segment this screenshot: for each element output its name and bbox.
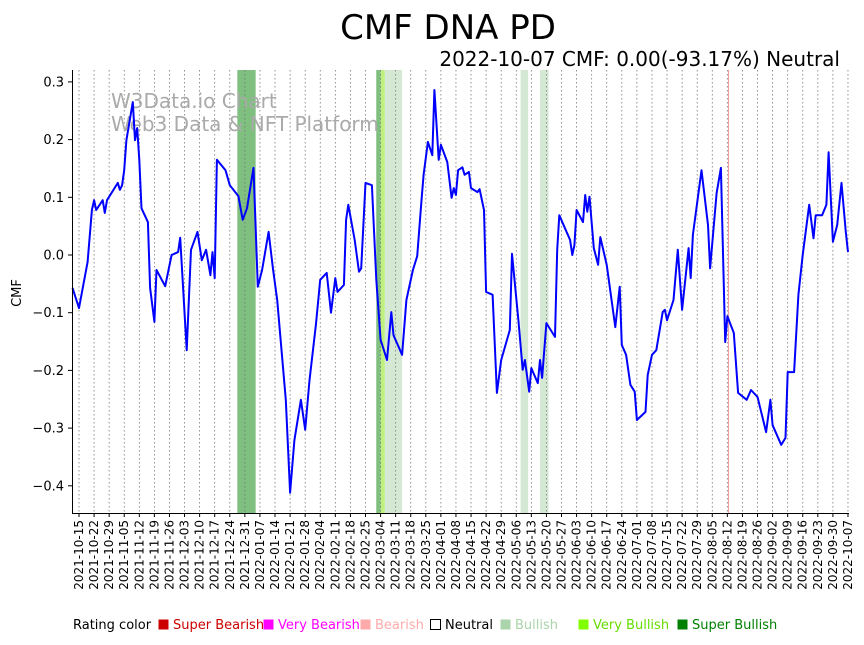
x-tick-label: 2022-01-21 <box>283 520 297 590</box>
x-tick-label: 2022-01-07 <box>253 520 267 590</box>
rating-band-bullish <box>520 70 529 513</box>
legend-label-very-bullish: Very Bullish <box>593 618 669 633</box>
x-tick-label: 2022-02-11 <box>328 520 342 590</box>
rating-band-bullish <box>539 70 549 513</box>
chart-subtitle: 2022-10-07 CMF: 0.00(-93.17%) Neutral <box>439 47 840 71</box>
x-tick-label: 2022-08-12 <box>720 520 734 590</box>
x-tick-label: 2021-11-05 <box>117 520 131 590</box>
legend-label-bearish: Bearish <box>375 618 424 633</box>
x-tick-label: 2022-01-28 <box>298 520 312 590</box>
x-tick-label: 2022-09-30 <box>826 520 840 590</box>
legend-label-super-bearish: Super Bearish <box>173 618 264 633</box>
x-tick-label: 2021-12-10 <box>193 520 207 590</box>
x-tick-label: 2022-03-04 <box>374 520 388 590</box>
x-tick-label: 2022-09-09 <box>781 520 795 590</box>
x-tick-label: 2022-04-29 <box>494 520 508 590</box>
watermark-line-1: W3Data.io Chart <box>111 89 277 113</box>
x-tick-label: 2022-04-22 <box>479 520 493 590</box>
watermark-line-2: Web3 Data & NFT Platform <box>111 112 379 136</box>
rating-band-super-bullish <box>237 70 256 513</box>
x-tick-label: 2022-09-02 <box>766 520 780 590</box>
y-tick-label: −0.1 <box>32 306 64 321</box>
legend-swatch-neutral <box>430 619 441 630</box>
legend-label-super-bullish: Super Bullish <box>692 618 777 633</box>
legend-swatch-very-bearish <box>263 619 274 630</box>
x-tick-label: 2021-10-15 <box>72 520 86 590</box>
x-tick-label: 2022-05-27 <box>554 520 568 590</box>
y-tick-label: 0.2 <box>43 133 64 148</box>
chart-title: CMF DNA PD <box>340 8 556 48</box>
cmf-series-line <box>71 89 849 494</box>
legend-swatch-super-bearish <box>158 619 169 630</box>
x-tick-label: 2022-08-05 <box>705 520 719 590</box>
x-tick-label: 2022-05-20 <box>539 520 553 590</box>
y-tick-label: −0.4 <box>32 479 64 494</box>
x-tick-label: 2022-06-10 <box>585 520 599 590</box>
x-tick-label: 2022-09-16 <box>796 520 810 590</box>
x-tick-label: 2022-09-23 <box>811 520 825 590</box>
x-tick-label: 2022-02-04 <box>313 520 327 590</box>
legend-title: Rating color <box>73 618 152 633</box>
legend-swatch-bullish <box>500 619 511 630</box>
x-tick-label: 2022-07-08 <box>645 520 659 590</box>
legend-label-bullish: Bullish <box>515 618 558 633</box>
x-tick-label: 2021-10-22 <box>87 520 101 590</box>
x-tick-label: 2022-06-03 <box>570 520 584 590</box>
legend-label-very-bearish: Very Bearish <box>278 618 360 633</box>
x-tick-label: 2022-02-25 <box>358 520 372 590</box>
x-tick-label: 2021-11-19 <box>147 520 161 590</box>
x-tick-label: 2022-05-13 <box>524 520 538 590</box>
legend-swatch-bearish <box>360 619 371 630</box>
x-tick-label: 2021-12-17 <box>208 520 222 590</box>
rating-band-bearish <box>728 70 730 513</box>
vertical-grid <box>78 70 849 513</box>
y-tick-label: −0.3 <box>32 422 64 437</box>
x-tick-label: 2021-11-26 <box>162 520 176 590</box>
x-tick-label: 2022-08-19 <box>735 520 749 590</box>
x-tick-label: 2021-10-29 <box>102 520 116 590</box>
x-tick-label: 2022-03-11 <box>389 520 403 590</box>
legend: Rating color Super Bearish Very Bearish Be… <box>73 618 777 633</box>
y-axis-label: CMF <box>10 279 25 307</box>
x-tick-label: 2022-07-22 <box>675 520 689 590</box>
x-tick-label: 2021-12-31 <box>238 520 252 590</box>
x-tick-label: 2022-04-15 <box>464 520 478 590</box>
x-tick-label: 2021-12-03 <box>178 520 192 590</box>
x-tick-label: 2022-06-17 <box>600 520 614 590</box>
x-tick-label: 2022-07-01 <box>630 520 644 590</box>
x-tick-label: 2022-04-01 <box>434 520 448 590</box>
x-tick-label: 2021-11-12 <box>132 520 146 590</box>
legend-swatch-super-bullish <box>677 619 688 630</box>
x-tick-label: 2021-12-24 <box>223 520 237 590</box>
x-tick-label: 2022-05-06 <box>509 520 523 590</box>
x-tick-label: 2022-08-26 <box>751 520 765 590</box>
x-ticks: 2021-10-15 2021-10-22 2021-10-29 2021-11-05… <box>72 513 855 590</box>
rating-band-super-bullish <box>376 70 381 513</box>
x-tick-label: 2022-10-07 <box>841 520 855 590</box>
x-tick-label: 2022-04-08 <box>449 520 463 590</box>
rating-band-very-bullish <box>380 70 385 513</box>
y-tick-label: 0.0 <box>43 249 64 264</box>
x-tick-label: 2022-06-24 <box>615 520 629 590</box>
x-tick-label: 2022-03-25 <box>419 520 433 590</box>
y-tick-label: 0.3 <box>43 75 64 90</box>
x-tick-label: 2022-07-15 <box>660 520 674 590</box>
x-tick-label: 2022-03-18 <box>404 520 418 590</box>
y-ticks: 0.3 0.2 0.1 0.0 −0.1 −0.2 −0.3 −0.4 <box>32 75 72 494</box>
y-tick-label: −0.2 <box>32 364 64 379</box>
rating-band-bullish <box>384 70 403 513</box>
y-tick-label: 0.1 <box>43 191 64 206</box>
x-tick-label: 2022-07-29 <box>690 520 704 590</box>
legend-label-neutral: Neutral <box>445 618 493 633</box>
legend-swatch-very-bullish <box>578 619 589 630</box>
x-tick-label: 2022-01-14 <box>268 520 282 590</box>
x-tick-label: 2022-02-18 <box>343 520 357 590</box>
rating-bands <box>237 70 730 513</box>
